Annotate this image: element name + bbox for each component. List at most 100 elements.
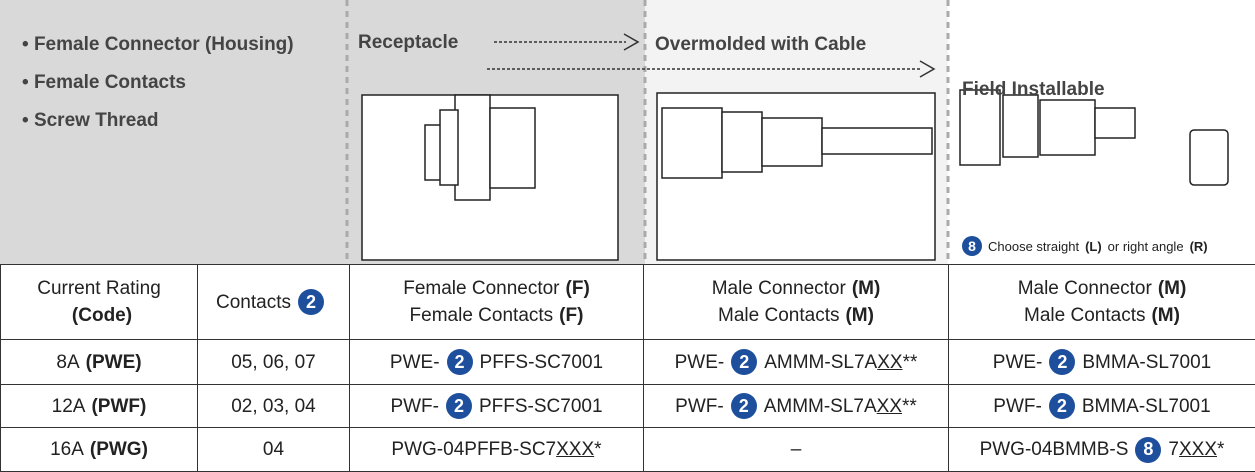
text-segment: (R) [1190, 239, 1208, 254]
text-segment: (PWE) [86, 349, 142, 376]
cell-line: Male Connector(M) [644, 275, 948, 302]
text-segment: 16A [50, 436, 84, 463]
text-segment: ** [903, 349, 918, 376]
overmolded-label: Overmolded with Cable [655, 34, 866, 56]
text-segment: XXX [1179, 436, 1217, 463]
cell-line: Male Contacts(M) [949, 302, 1255, 329]
text-segment: (M) [852, 275, 880, 302]
text-segment: (F) [559, 302, 583, 329]
cell: PWF- 2 PFFS-SC7001 [350, 385, 644, 428]
cell-line: Current Rating [1, 275, 197, 302]
text-segment: PFFS-SC7001 [480, 349, 604, 376]
text-segment: Male Contacts [718, 302, 839, 329]
text-segment: ** [902, 393, 917, 420]
text-segment: (M) [1151, 302, 1179, 329]
text-segment: 04 [263, 436, 284, 463]
receptacle-label: Receptacle [358, 32, 458, 54]
text-segment: (M) [1158, 275, 1186, 302]
badge: 2 [446, 393, 472, 419]
text-segment: BMMA-SL7001 [1082, 349, 1211, 376]
cell: 05, 06, 07 [198, 340, 350, 385]
bullet-list: • Female Connector (Housing) • Female Co… [22, 26, 294, 140]
text-segment: BMMA-SL7001 [1082, 393, 1211, 420]
text-segment: PWF- [675, 393, 724, 420]
cell-line: PWF- 2 BMMA-SL7001 [949, 393, 1255, 420]
text-segment: * [594, 436, 601, 463]
bullet-text: Screw Thread [34, 110, 159, 131]
text-segment: or right angle [1108, 239, 1184, 254]
cell-line: Female Connector(F) [350, 275, 643, 302]
badge: 2 [1049, 393, 1075, 419]
badge: 2 [731, 349, 757, 375]
cell-line: Male Connector(M) [949, 275, 1255, 302]
text-segment: PWF- [993, 393, 1042, 420]
text-segment: PWG-04BMMB-S [980, 436, 1129, 463]
text-segment: 7 [1168, 436, 1179, 463]
cell: PWF- 2 BMMA-SL7001 [949, 385, 1255, 428]
bullet-text: Female Connector (Housing) [34, 34, 294, 55]
bullet: • Female Contacts [22, 64, 294, 102]
text-segment: (PWG) [90, 436, 148, 463]
text-segment: (Code) [72, 302, 132, 329]
text-segment: PWE- [675, 349, 725, 376]
cell: – [644, 428, 949, 472]
text-segment: XX [877, 393, 902, 420]
cell: 12A(PWF) [1, 385, 198, 428]
text-segment: Male Contacts [1024, 302, 1145, 329]
text-segment: AMMM-SL7A [764, 393, 877, 420]
text-segment: – [791, 436, 802, 463]
badge: 2 [1049, 349, 1075, 375]
text-segment: PWF- [390, 393, 439, 420]
cell-line: 02, 03, 04 [198, 393, 349, 420]
cell-line: Male Contacts(M) [644, 302, 948, 329]
text-segment: PWE- [390, 349, 440, 376]
text-segment: PFFS-SC7001 [479, 393, 603, 420]
cell-line: Female Contacts(F) [350, 302, 643, 329]
bullet: • Female Connector (Housing) [22, 26, 294, 64]
cell: 16A(PWG) [1, 428, 198, 472]
text-segment: 8A [56, 349, 79, 376]
text-segment: (F) [566, 275, 590, 302]
text-segment: Contacts [216, 289, 291, 316]
cell-line: 8A (PWE) [1, 349, 197, 376]
cell: 04 [198, 428, 350, 472]
cell-line: 05, 06, 07 [198, 349, 349, 376]
bullet: • Screw Thread [22, 102, 294, 140]
text-segment: Male Connector [712, 275, 846, 302]
text-segment: 05, 06, 07 [231, 349, 316, 376]
text-segment: Current Rating [37, 275, 161, 302]
badge: 2 [731, 393, 757, 419]
text-segment: Male Connector [1018, 275, 1152, 302]
text-segment: Choose straight [988, 239, 1079, 254]
text-segment: XXX [556, 436, 594, 463]
text-segment: AMMM-SL7A [764, 349, 877, 376]
text-segment: (L) [1085, 239, 1102, 254]
text-segment: 12A [52, 393, 86, 420]
header-cell: Female Connector(F)Female Contacts(F) [350, 265, 644, 340]
cell-line: (Code) [1, 302, 197, 329]
cell-line: 12A(PWF) [1, 393, 197, 420]
header-cell: Current Rating(Code) [1, 265, 198, 340]
text-segment: PWG-04PFFB-SC7 [391, 436, 556, 463]
cell-line: 16A(PWG) [1, 436, 197, 463]
text-segment: (PWF) [91, 393, 146, 420]
